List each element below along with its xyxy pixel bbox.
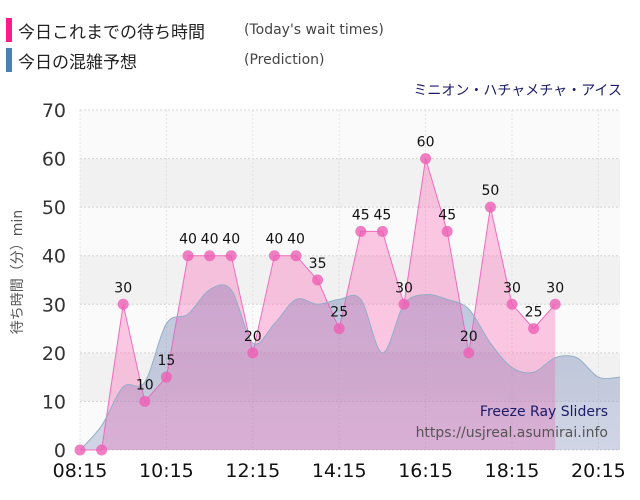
legend-prediction-en: (Prediction) xyxy=(244,52,325,68)
attraction-name: ミニオン・ハチャメチャ・アイス xyxy=(413,83,622,99)
today-point xyxy=(528,323,540,335)
today-point xyxy=(333,323,345,335)
prediction-area xyxy=(80,284,620,450)
today-value-label: 30 xyxy=(503,280,521,296)
today-point xyxy=(376,225,388,237)
today-point xyxy=(355,225,367,237)
y-tick-label: 30 xyxy=(42,294,66,316)
watermark-line1: Freeze Ray Sliders xyxy=(480,404,608,420)
today-value-label: 45 xyxy=(373,207,391,223)
x-tick-label: 20:15 xyxy=(571,460,626,482)
grid-band xyxy=(80,158,620,208)
today-point xyxy=(420,153,432,165)
x-tick-label: 08:15 xyxy=(53,460,108,482)
today-point xyxy=(312,274,324,286)
grid-band xyxy=(80,110,620,159)
x-tick-label: 14:15 xyxy=(312,460,367,482)
today-value-label: 40 xyxy=(179,232,197,248)
today-value-label: 40 xyxy=(265,232,283,248)
prediction-line xyxy=(79,284,621,451)
today-value-label: 45 xyxy=(438,207,456,223)
today-value-label: 30 xyxy=(114,280,132,296)
y-tick-label: 20 xyxy=(42,343,66,365)
today-point xyxy=(117,298,129,310)
today-point xyxy=(204,250,216,262)
x-tick-label: 16:15 xyxy=(398,460,453,482)
today-value-label: 30 xyxy=(546,280,564,296)
x-tick-label: 12:15 xyxy=(225,460,280,482)
y-axis-label: 待ち時間（分）min xyxy=(10,210,26,334)
today-point xyxy=(139,395,151,407)
today-point xyxy=(290,250,302,262)
y-tick-label: 0 xyxy=(54,440,66,462)
y-tick-label: 10 xyxy=(42,391,66,413)
today-value-label: 25 xyxy=(525,305,543,321)
today-point xyxy=(160,371,172,383)
today-value-label: 25 xyxy=(330,305,348,321)
watermark-line2: https://usjreal.asumirai.info xyxy=(416,425,608,441)
today-point xyxy=(463,347,475,359)
today-point xyxy=(247,347,259,359)
x-tick-label: 10:15 xyxy=(139,460,194,482)
today-value-label: 60 xyxy=(417,135,435,151)
today-value-label: 40 xyxy=(201,232,219,248)
today-value-label: 50 xyxy=(481,183,499,199)
legend-today-label: 今日これまでの待ち時間 xyxy=(18,22,205,43)
today-point xyxy=(182,250,194,262)
today-point xyxy=(74,444,86,456)
legend-prediction-swatch xyxy=(6,48,12,72)
y-tick-label: 50 xyxy=(42,197,66,219)
legend-today: 今日これまでの待ち時間 (Today's wait times) xyxy=(6,16,384,44)
today-value-label: 10 xyxy=(136,377,154,393)
today-point xyxy=(268,250,280,262)
today-point xyxy=(225,250,237,262)
today-value-label: 20 xyxy=(244,329,262,345)
today-point xyxy=(96,444,108,456)
today-value-label: 45 xyxy=(352,207,370,223)
y-tick-label: 70 xyxy=(42,100,66,122)
prediction-overlay xyxy=(80,284,620,450)
y-tick-label: 40 xyxy=(42,246,66,268)
today-value-label: 40 xyxy=(287,232,305,248)
today-point xyxy=(484,201,496,213)
legend-today-swatch xyxy=(6,18,12,42)
today-point xyxy=(398,298,410,310)
today-value-label: 30 xyxy=(395,280,413,296)
today-point xyxy=(506,298,518,310)
today-value-label: 15 xyxy=(157,353,175,369)
today-point xyxy=(549,298,561,310)
today-value-label: 35 xyxy=(309,256,327,272)
today-point xyxy=(441,225,453,237)
legend-prediction: 今日の混雑予想 (Prediction) xyxy=(6,46,324,74)
today-value-label: 40 xyxy=(222,232,240,248)
y-tick-label: 60 xyxy=(42,149,66,171)
x-tick-label: 18:15 xyxy=(485,460,540,482)
legend-today-en: (Today's wait times) xyxy=(244,22,384,38)
today-value-label: 20 xyxy=(460,329,478,345)
legend-prediction-label: 今日の混雑予想 xyxy=(18,52,137,73)
grid-band xyxy=(80,207,620,256)
